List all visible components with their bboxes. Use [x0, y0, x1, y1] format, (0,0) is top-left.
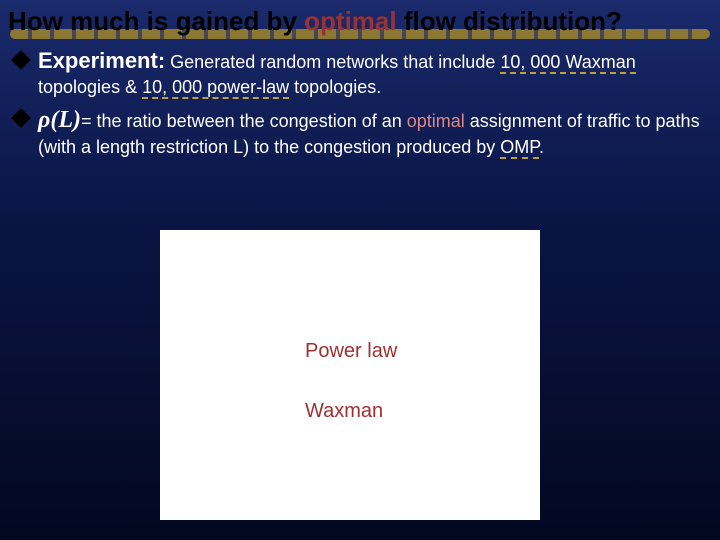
- bullet-2-opt: optimal: [407, 111, 465, 131]
- rho-symbol: ρ(L): [38, 107, 81, 133]
- title-suffix: flow distribution?: [397, 6, 622, 36]
- chart-legend-waxman: Waxman: [305, 400, 383, 423]
- bullet-2-t1: = the ratio between the congestion of an: [81, 111, 407, 131]
- bullet-2: ρ(L)= the ratio between the congestion o…: [0, 99, 720, 160]
- title-prefix: How much is gained by: [8, 6, 304, 36]
- bullet-1-t2: topologies &: [38, 77, 142, 97]
- bullet-1-lead: Experiment:: [38, 48, 165, 73]
- bullet-2-omp: OMP: [500, 137, 539, 159]
- bullet-2-t3: .: [539, 137, 544, 157]
- bullet-1: Experiment: Generated random networks th…: [0, 41, 720, 99]
- bullet-1-text: Experiment: Generated random networks th…: [38, 47, 636, 99]
- slide-title: How much is gained by optimal flow distr…: [0, 0, 720, 41]
- bullet-icon: [11, 108, 31, 128]
- bullet-1-t1: Generated random networks that include: [165, 52, 500, 72]
- bullet-2-text: ρ(L)= the ratio between the congestion o…: [38, 105, 706, 160]
- title-highlight: optimal: [304, 6, 396, 36]
- chart-legend-powerlaw: Power law: [305, 340, 397, 363]
- chart-placeholder: [160, 230, 540, 520]
- bullet-icon: [11, 50, 31, 70]
- bullet-1-count2: 10, 000 power-law: [142, 77, 289, 99]
- bullet-1-t3: topologies.: [289, 77, 381, 97]
- bullet-1-count1: 10, 000 Waxman: [500, 52, 635, 74]
